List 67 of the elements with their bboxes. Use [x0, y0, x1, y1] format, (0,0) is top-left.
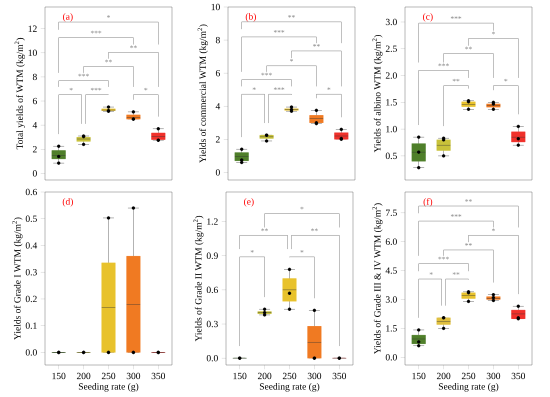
- y-tick-label: 0.5: [386, 152, 397, 160]
- y-tick-label: 6: [32, 98, 37, 104]
- x-tick-label: 200: [436, 372, 450, 380]
- y-tick-label: 0.4: [26, 242, 38, 249]
- y-tick-label: 10: [212, 4, 220, 10]
- y-axis-title: Yields of albino WTM (kg/m$^{2}$): [372, 34, 383, 152]
- annotation: (d): [62, 198, 73, 207]
- y-tick-label: 1.2: [207, 218, 218, 225]
- y-tick-label: 12: [28, 26, 37, 32]
- y-tick-label: 0.5: [26, 216, 37, 222]
- y-axis-title: Yields of commercial WTM (kg/m$^{2}$): [198, 24, 208, 163]
- y-tick-label: 2: [32, 146, 37, 152]
- x-tick-label: 250: [282, 372, 296, 380]
- y-tick-label: 10: [28, 50, 37, 56]
- y-tick-label: 0.6: [26, 188, 37, 196]
- y-tick-label: 1.5: [386, 325, 397, 332]
- y-tick-label: 0.2: [26, 296, 37, 302]
- y-tick-label: 1.0: [386, 126, 397, 132]
- x-tick-label: 250: [462, 372, 476, 380]
- y-tick-label: 7.5: [386, 210, 397, 216]
- x-tick-label: 350: [512, 372, 526, 380]
- x-tick-label: 200: [76, 372, 90, 380]
- y-tick-label: 4: [32, 122, 38, 128]
- x-axis-title: Seeding rate (g): [78, 383, 138, 392]
- x-tick-label: 250: [102, 372, 116, 380]
- y-tick-label: 0: [216, 169, 220, 176]
- y-tick-label: 3.0: [386, 296, 397, 303]
- annotation: (e): [244, 198, 254, 207]
- x-tick-label: 200: [258, 372, 272, 380]
- y-axis-title: Yields of Grade III & IV WTM (kg/m$^{2}$): [372, 203, 383, 354]
- y-tick-label: 1.5: [386, 99, 397, 106]
- y-tick-label: 0.9: [206, 252, 218, 259]
- y-tick-label: 0.0: [26, 349, 37, 356]
- y-tick-label: 8: [216, 36, 220, 44]
- x-axis-title: Seeding rate (g): [438, 383, 498, 392]
- x-axis-title: Seeding rate (g): [260, 383, 320, 392]
- x-tick-label: 300: [308, 372, 322, 380]
- y-tick-label: 0.0: [386, 354, 397, 361]
- x-tick-label: 350: [152, 372, 166, 380]
- y-tick-label: 6: [216, 70, 220, 76]
- y-tick-label: 6.0: [386, 238, 397, 245]
- annotation: (b): [246, 13, 256, 22]
- y-tick-label: 3.0: [386, 18, 397, 26]
- y-tick-label: 8: [32, 74, 37, 80]
- x-tick-label: 350: [332, 372, 346, 380]
- y-tick-label: 0.1: [26, 322, 37, 329]
- y-tick-label: 4.5: [386, 267, 397, 274]
- y-axis-title: Yields of Grade I WTM (kg/m$^{2}$): [12, 217, 23, 340]
- x-tick-label: 300: [486, 372, 500, 380]
- y-tick-label: 2: [216, 136, 220, 142]
- y-tick-label: 2.5: [386, 46, 397, 52]
- annotation: (a): [63, 13, 73, 22]
- y-tick-label: 4: [216, 103, 220, 110]
- x-tick-label: 150: [233, 372, 246, 380]
- y-tick-label: 0.3: [206, 320, 218, 328]
- x-tick-label: 300: [126, 372, 140, 380]
- y-axis-title: Total yields of WTM (kg/m$^{2}$): [14, 38, 25, 150]
- y-tick-label: 2.0: [386, 72, 397, 79]
- y-tick-label: 0.3: [26, 269, 37, 276]
- y-tick-label: 0.0: [206, 354, 218, 362]
- x-tick-label: 150: [412, 372, 426, 380]
- annotation: (c): [423, 13, 433, 22]
- y-axis-title: Yields of Grade II WTM (kg/m$^{2}$): [193, 216, 204, 342]
- annotation: (f): [424, 198, 432, 207]
- x-tick-label: 150: [52, 372, 66, 380]
- y-tick-label: 0: [32, 170, 37, 177]
- y-tick-label: 0.6: [206, 286, 218, 294]
